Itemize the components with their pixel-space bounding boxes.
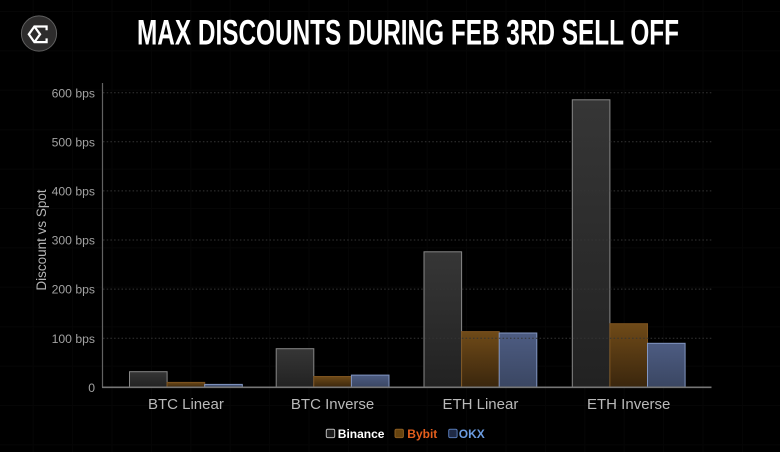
svg-text:200 bps: 200 bps xyxy=(52,283,95,297)
svg-text:ETH Linear: ETH Linear xyxy=(442,396,518,413)
svg-text:OKX: OKX xyxy=(459,427,485,441)
svg-text:500 bps: 500 bps xyxy=(52,135,95,149)
svg-text:Bybit: Bybit xyxy=(407,427,437,441)
svg-text:MAX DISCOUNTS DURING FEB 3RD S: MAX DISCOUNTS DURING FEB 3RD SELL OFF xyxy=(137,13,679,52)
svg-text:300 bps: 300 bps xyxy=(52,234,95,248)
svg-text:600 bps: 600 bps xyxy=(52,86,95,100)
svg-text:ETH Inverse: ETH Inverse xyxy=(587,396,670,413)
svg-text:Discount vs Spot: Discount vs Spot xyxy=(34,189,49,291)
svg-text:Binance: Binance xyxy=(338,427,385,441)
svg-text:0: 0 xyxy=(88,381,95,395)
svg-text:BTC Linear: BTC Linear xyxy=(148,396,224,413)
svg-text:400 bps: 400 bps xyxy=(52,185,95,199)
svg-text:BTC Inverse: BTC Inverse xyxy=(291,396,374,413)
svg-text:100 bps: 100 bps xyxy=(52,332,95,346)
